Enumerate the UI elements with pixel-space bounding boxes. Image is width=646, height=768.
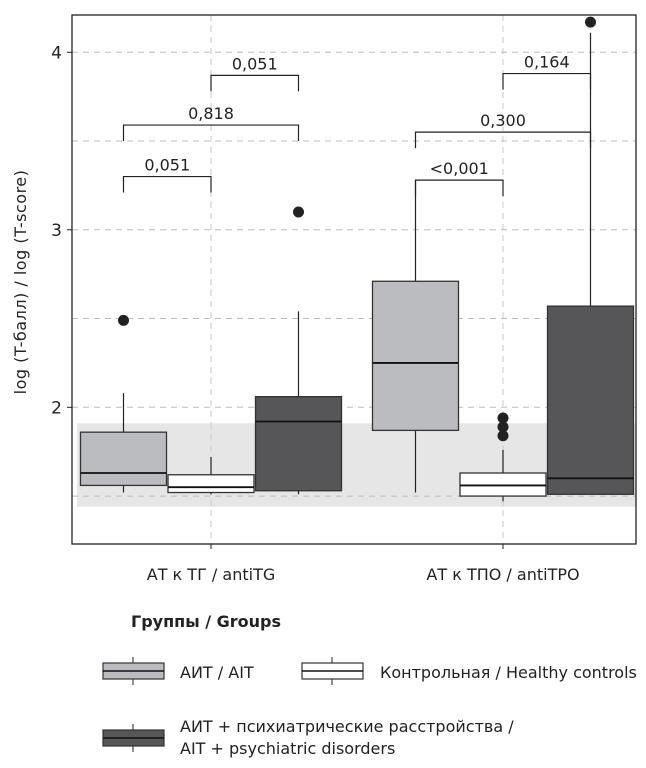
box-iqr [79, 431, 168, 487]
significance-bracket: 0,164 [502, 53, 592, 90]
axes: 2 3 4 АТ к ТГ / antiTG АТ к ТПО / antiTPO [51, 43, 579, 584]
box-0-1 [371, 180, 460, 493]
legend-label-psych-line2: AIT + psychiatric disorders [180, 739, 395, 758]
box-iqr [546, 305, 635, 495]
outlier-point [497, 421, 509, 433]
legend-title: Группы / Groups [131, 612, 281, 631]
x-tick-label: АТ к ТПО / antiTPO [426, 565, 579, 584]
x-tick-label: АТ к ТГ / antiTG [147, 565, 275, 584]
outlier-point [497, 412, 509, 424]
box-2-1 [546, 16, 635, 495]
legend-key-2 [102, 724, 165, 752]
legend-label-controls: Контрольная / Healthy controls [380, 663, 637, 682]
y-tick-label: 3 [51, 221, 62, 241]
significance-bracket: <0,001 [414, 159, 504, 197]
significance-bracket: 0,051 [210, 54, 300, 92]
legend-key-0 [102, 657, 165, 685]
p-value-label: <0,001 [430, 159, 489, 178]
bracket-line [122, 124, 300, 142]
y-tick-label: 4 [51, 43, 62, 63]
bracket-line [414, 131, 592, 149]
p-value-label: 0,818 [188, 104, 234, 123]
legend-label-ait: АИТ / AIT [180, 663, 254, 682]
outlier-point [293, 206, 304, 218]
boxes [79, 16, 635, 502]
p-value-label: 0,051 [232, 54, 278, 73]
box-1-0 [167, 457, 255, 495]
legend-key-1 [301, 657, 364, 685]
box-iqr [371, 280, 460, 432]
bracket-line [210, 74, 300, 92]
box-iqr [254, 396, 343, 492]
bracket-line [122, 175, 212, 193]
plot-frame [71, 14, 637, 545]
outlier-point [118, 314, 129, 326]
p-value-label: 0,164 [524, 53, 570, 72]
box-2-0 [254, 206, 343, 495]
bracket-line [414, 179, 504, 197]
p-value-label: 0,300 [480, 111, 526, 130]
significance-brackets: 0,051 0,818 0,051 <0,001 0,300 0,164 [122, 53, 592, 197]
significance-bracket: 0,051 [122, 156, 212, 193]
box-iqr [167, 474, 255, 494]
significance-bracket: 0,300 [414, 111, 592, 149]
bracket-line [502, 72, 592, 90]
legend-label-psych-line1: АИТ + психиатрические расстройства / [180, 717, 514, 736]
box-0-0 [79, 314, 168, 493]
box-1-1 [459, 412, 547, 502]
outlier-point [497, 430, 509, 442]
outlier-point [585, 16, 596, 28]
y-tick-label: 2 [51, 398, 62, 418]
significance-bracket: 0,818 [122, 104, 300, 142]
y-axis-label: log (T-балл) / log (T-score) [11, 170, 30, 395]
p-value-label: 0,051 [144, 156, 190, 175]
legend: Группы / Groups АИТ / AIT Контрольная / … [102, 612, 637, 758]
